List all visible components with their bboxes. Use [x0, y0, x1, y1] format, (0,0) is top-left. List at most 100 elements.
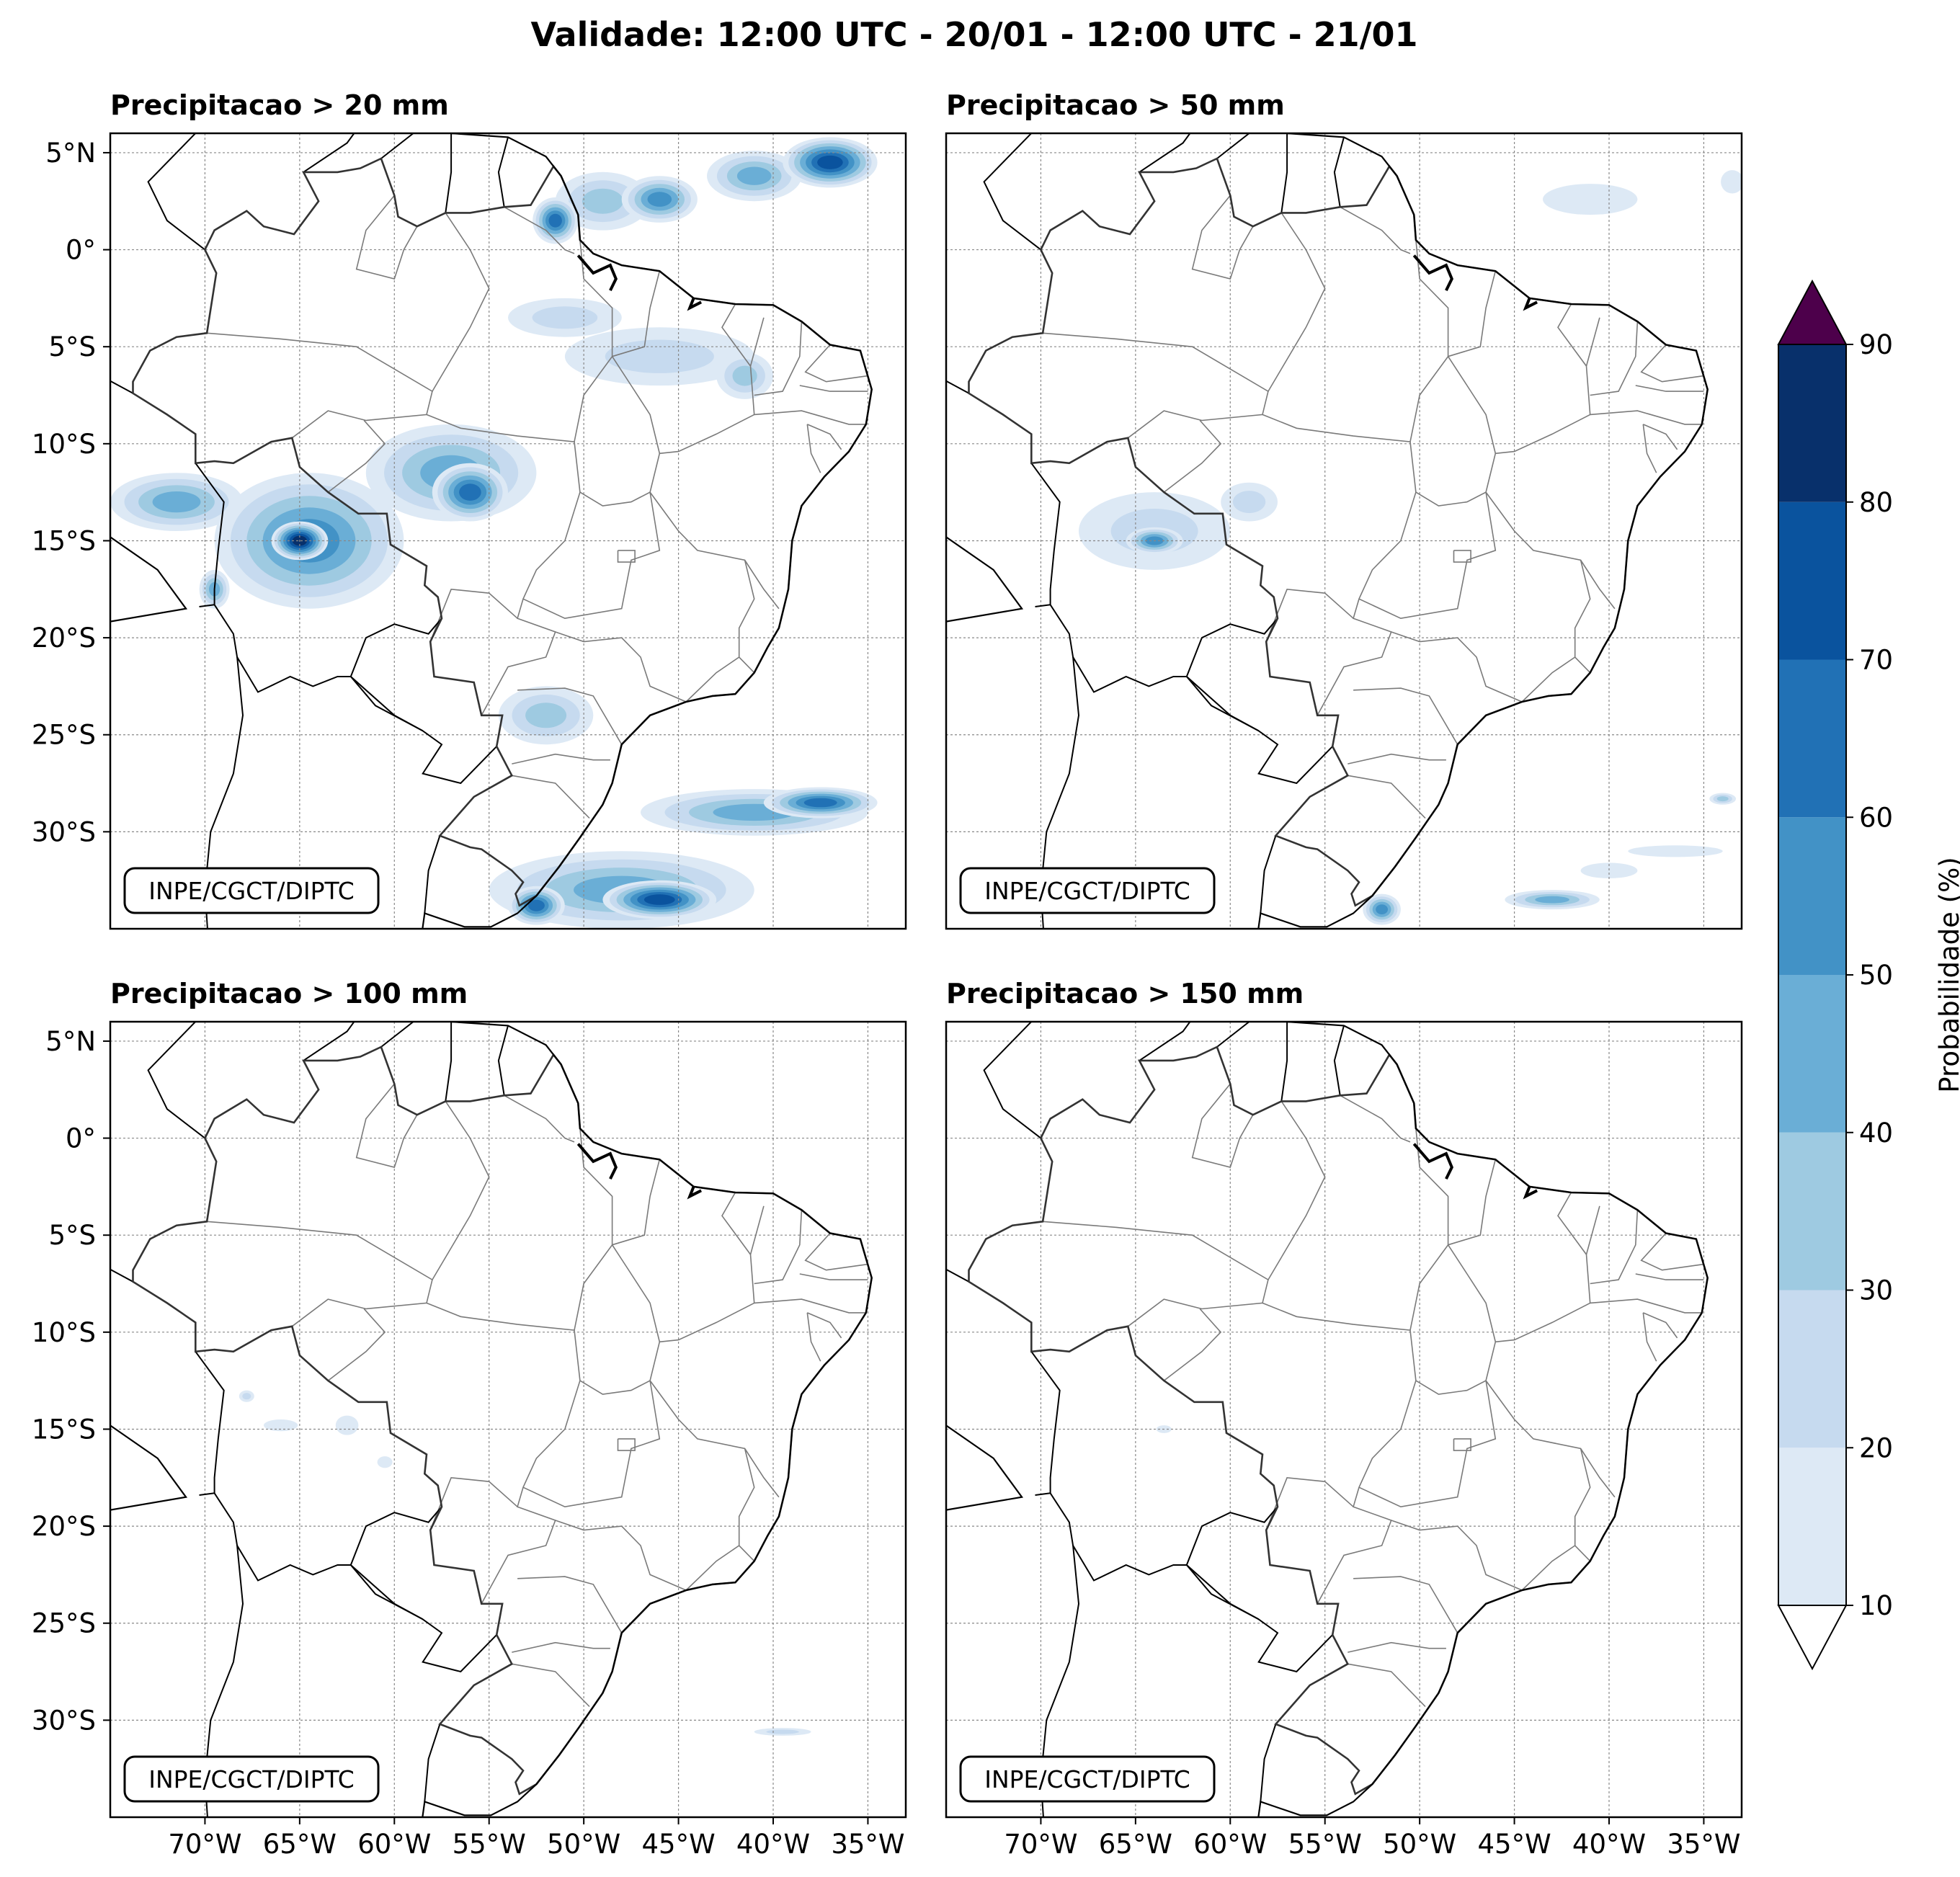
lat-tick-label: 30°S	[32, 1705, 96, 1736]
state-border	[1391, 1520, 1523, 1591]
probability-contour	[1232, 491, 1266, 514]
state-border	[432, 1100, 490, 1280]
country-border	[497, 137, 509, 208]
state-border	[1358, 1380, 1497, 1508]
credit-label: INPE/CGCT/DIPTC	[148, 1765, 355, 1793]
state-border	[1635, 385, 1704, 392]
country-border	[1280, 133, 1288, 213]
map-content	[110, 1022, 906, 1817]
colorbar-segment	[1778, 1290, 1846, 1448]
country-border	[147, 133, 206, 251]
credit-box	[123, 1755, 380, 1803]
state-border	[327, 1308, 386, 1381]
credit-label: INPE/CGCT/DIPTC	[984, 877, 1190, 905]
probability-contour	[736, 166, 772, 185]
state-border	[754, 410, 866, 425]
country-border	[983, 1022, 1042, 1139]
state-border	[806, 1312, 821, 1362]
state-border	[1262, 414, 1417, 716]
lat-tick-label: 25°S	[32, 1608, 96, 1639]
probability-contour	[1721, 170, 1742, 194]
probability-contour	[459, 483, 481, 501]
state-border	[799, 385, 868, 392]
state-border	[574, 1128, 613, 1331]
country-border	[1280, 1022, 1288, 1102]
state-border	[738, 560, 755, 674]
map-panel-p50: Precipitacao > 50 mm INPE/CGCT/DIPTC	[945, 89, 1743, 930]
probability-contour	[647, 192, 672, 207]
state-border	[685, 1545, 740, 1591]
state-border	[1590, 321, 1639, 396]
state-border	[1642, 1312, 1678, 1339]
state-border	[649, 491, 780, 610]
lat-tick-label: 10°S	[32, 429, 96, 460]
state-border	[1268, 1100, 1326, 1280]
state-border	[749, 1205, 765, 1255]
state-border	[1409, 1128, 1449, 1331]
state-border	[517, 1576, 623, 1633]
country-border	[1139, 1022, 1191, 1061]
country-border	[1333, 137, 1345, 208]
lon-tick-label: 65°W	[263, 1829, 337, 1860]
colorbar-segment	[1778, 817, 1846, 975]
state-border	[749, 317, 765, 367]
estuary-coastline	[576, 1143, 618, 1180]
estuary-coastline	[1523, 1186, 1538, 1200]
colorbar-tick-label: 10	[1859, 1590, 1893, 1621]
state-border	[504, 206, 575, 254]
state-border	[1043, 332, 1269, 439]
estuary-coastline	[687, 1186, 703, 1200]
colorbar-tick-label: 60	[1859, 802, 1893, 833]
state-border	[432, 212, 490, 392]
state-border	[522, 491, 661, 620]
geography	[946, 1022, 1709, 1817]
probability-contour	[548, 213, 562, 228]
probability-contour	[1580, 862, 1638, 878]
state-border	[1163, 1308, 1222, 1381]
state-border	[1415, 356, 1497, 507]
estuary-coastline	[1412, 1143, 1453, 1180]
probability-contour	[525, 703, 567, 728]
country-border	[1139, 133, 1191, 173]
colorbar-tick-label: 40	[1859, 1118, 1893, 1149]
lat-tick-label: 5°N	[45, 1026, 96, 1057]
lon-tick-label: 40°W	[736, 1829, 810, 1860]
country-border	[110, 380, 133, 394]
state-border	[1590, 1298, 1702, 1314]
state-border	[355, 1083, 418, 1168]
coastline	[946, 133, 1709, 929]
country-border	[946, 1268, 969, 1283]
colorbar-tick-label: 90	[1859, 329, 1893, 360]
state-border	[1640, 1232, 1704, 1271]
state-border	[1521, 656, 1576, 703]
credit-label: INPE/CGCT/DIPTC	[148, 877, 355, 905]
map-content	[110, 133, 906, 929]
lat-tick-label: 5°S	[48, 1220, 96, 1251]
colorbar-tick-label: 70	[1859, 645, 1893, 676]
state-border	[754, 321, 803, 396]
state-border	[1043, 1221, 1269, 1327]
country-border	[199, 1492, 215, 1496]
map-panel-p150: Precipitacao > 150 mm INPE/CGCT/DIPTC 70°W…	[945, 978, 1743, 1860]
state-border	[1590, 1210, 1639, 1285]
colorbar-segment	[1778, 344, 1846, 502]
country-border	[1216, 133, 1288, 159]
state-border	[517, 687, 623, 745]
state-border	[799, 1273, 868, 1280]
state-border	[555, 631, 687, 703]
lon-tick-label: 65°W	[1099, 1829, 1172, 1860]
country-border	[1030, 1351, 1278, 1582]
colorbar-under-arrow	[1777, 1605, 1848, 1671]
state-border	[504, 1094, 575, 1143]
state-border	[1262, 1302, 1417, 1605]
map-frame	[109, 132, 907, 930]
state-border	[327, 419, 386, 493]
state-border	[1340, 206, 1411, 254]
state-border	[1348, 1663, 1426, 1708]
state-border	[1415, 1244, 1497, 1395]
country-border	[1186, 676, 1333, 785]
country-border	[199, 604, 215, 607]
state-border	[1191, 195, 1254, 280]
lon-tick-label: 35°W	[1667, 1829, 1740, 1860]
